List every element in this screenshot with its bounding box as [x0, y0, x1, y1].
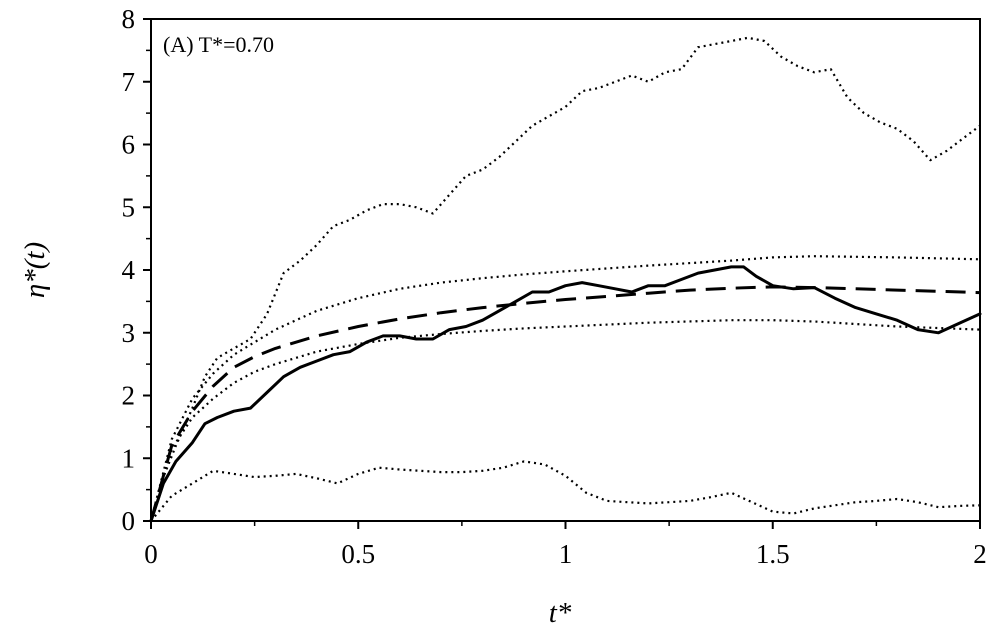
x-tick-label-1: 0.5 [341, 539, 375, 569]
panel-annotation: (A) T*=0.70 [163, 32, 274, 57]
y-tick-label-1: 1 [122, 443, 136, 473]
series-line-dotted-3 [149, 319, 981, 522]
series-line-dotted-2 [149, 255, 981, 522]
y-tick-label-0: 0 [122, 506, 136, 536]
x-tick-label-4: 2 [973, 539, 987, 569]
series-line-dashed-1 [149, 285, 981, 522]
y-tick-label-6: 6 [122, 130, 136, 160]
x-tick-label-0: 0 [144, 539, 158, 569]
series-line-dotted-4 [149, 36, 981, 522]
series-layer [149, 36, 982, 523]
series-line-dotted-5 [150, 460, 981, 522]
y-tick-label-8: 8 [122, 4, 136, 34]
ticks-layer [143, 18, 981, 529]
x-tick-label-3: 1.5 [756, 539, 790, 569]
x-axis-title: t* [549, 597, 572, 629]
y-tick-label-3: 3 [122, 318, 136, 348]
series-line-solid-0 [149, 265, 982, 523]
plot-frame [150, 18, 981, 522]
labels-layer: 0 0.5 1 1.5 2 0 1 2 3 4 5 6 7 8 [122, 4, 987, 569]
x-tick-label-2: 1 [559, 539, 573, 569]
y-tick-label-5: 5 [122, 192, 136, 222]
y-axis-title: η*(t) [19, 242, 51, 298]
y-tick-label-7: 7 [122, 67, 136, 97]
y-tick-label-4: 4 [122, 255, 136, 285]
y-tick-label-2: 2 [122, 381, 136, 411]
